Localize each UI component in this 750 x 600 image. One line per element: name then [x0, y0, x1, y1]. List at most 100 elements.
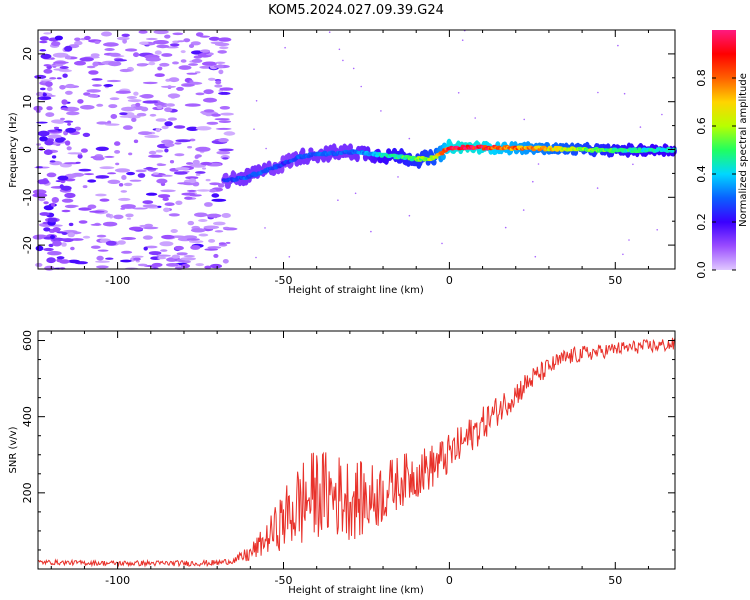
noise-speckle: [195, 154, 202, 158]
noise-speckle: [142, 200, 154, 205]
snr-axes: -100 -50 0 50 200 400 600: [21, 330, 675, 587]
noise-speckle: [114, 150, 121, 154]
noise-speckle: [181, 192, 196, 196]
noise-speckle: [108, 104, 118, 109]
noise-speckle: [154, 50, 162, 55]
noise-speckle: [457, 92, 460, 94]
noise-speckle: [65, 83, 75, 89]
noise-speckle: [160, 249, 168, 252]
x-tick-label: 0: [446, 274, 453, 287]
colorbar-gradient: [712, 30, 736, 270]
noise-speckle: [218, 37, 232, 42]
noise-speckle: [253, 128, 255, 130]
noise-speckle: [186, 189, 197, 192]
noise-speckle: [523, 118, 525, 121]
y-tick-label: 200: [21, 482, 34, 503]
noise-speckle: [136, 63, 148, 67]
noise-speckle: [175, 167, 190, 171]
noise-speckle: [195, 32, 204, 37]
noise-speckle: [408, 214, 411, 217]
noise-speckle: [213, 253, 219, 258]
y-tick-label: 0: [21, 146, 34, 153]
noise-speckle: [80, 148, 88, 153]
noise-speckle: [121, 106, 136, 112]
noise-speckle: [123, 182, 133, 187]
noise-speckle: [158, 194, 171, 199]
noise-speckle: [133, 91, 139, 96]
noise-speckle: [255, 100, 258, 102]
noise-speckle: [205, 178, 211, 182]
noise-speckle: [380, 110, 382, 112]
noise-speckle: [133, 139, 139, 144]
noise-speckle: [154, 101, 165, 107]
noise-speckle: [143, 167, 159, 170]
ridge-core: [630, 149, 635, 154]
noise-speckle: [51, 197, 59, 203]
noise-speckle: [45, 112, 55, 117]
noise-speckle: [47, 134, 62, 139]
noise-speckle: [153, 40, 169, 45]
noise-speckle: [188, 44, 195, 48]
noise-speckle: [145, 37, 158, 41]
noise-speckle: [161, 125, 169, 130]
noise-speckle: [211, 193, 220, 198]
noise-speckle: [155, 118, 167, 122]
noise-speckle: [397, 176, 399, 178]
ridge-core: [610, 150, 615, 154]
noise-speckle: [208, 36, 220, 41]
noise-speckle: [138, 30, 148, 34]
noise-speckle: [203, 109, 215, 113]
noise-speckle: [126, 96, 138, 99]
noise-speckle: [32, 189, 47, 195]
noise-speckle: [534, 255, 537, 258]
colorbar-tick-label: 0.4: [695, 165, 708, 183]
noise-speckle: [62, 238, 74, 243]
noise-speckle: [50, 57, 55, 60]
noise-speckle: [96, 234, 107, 238]
noise-speckle: [103, 42, 119, 47]
noise-speckle: [91, 78, 103, 81]
noise-speckle: [195, 146, 211, 152]
noise-speckle: [40, 53, 52, 60]
noise-speckle: [43, 201, 49, 205]
noise-speckle: [64, 204, 77, 209]
noise-speckle: [140, 106, 149, 112]
noise-speckle: [103, 84, 114, 87]
noise-speckle: [139, 94, 152, 98]
snr-y-label: SNR (v/v): [8, 426, 19, 473]
noise-speckle: [104, 48, 115, 51]
spectrogram-x-label: Height of straight line (km): [288, 285, 424, 296]
noise-speckle: [125, 213, 134, 218]
noise-speckle: [164, 148, 169, 153]
noise-speckle: [106, 79, 121, 83]
noise-speckle: [216, 64, 224, 69]
noise-speckle: [189, 163, 205, 167]
noise-speckle: [99, 198, 110, 202]
noise-speckle: [39, 40, 48, 44]
noise-speckle: [661, 113, 663, 116]
noise-speckle: [43, 149, 53, 155]
noise-speckle: [218, 242, 226, 245]
noise-speckle: [90, 245, 101, 249]
noise-speckle: [133, 52, 140, 58]
noise-speckle: [169, 43, 180, 47]
noise-speckle: [217, 50, 227, 54]
noise-speckle: [59, 259, 70, 264]
noise-speckle: [87, 179, 97, 183]
noise-speckle: [180, 257, 196, 261]
noise-speckle: [161, 53, 173, 57]
noise-speckle: [163, 207, 170, 213]
noise-speckle: [164, 121, 173, 127]
noise-speckle: [47, 217, 58, 223]
noise-speckle: [51, 237, 64, 242]
noise-speckle: [65, 127, 77, 133]
noise-speckle: [37, 130, 50, 137]
noise-speckle: [195, 263, 204, 267]
noise-speckle: [183, 255, 195, 258]
noise-speckle: [190, 41, 201, 46]
noise-speckle: [537, 163, 540, 165]
noise-speckle: [61, 99, 68, 105]
noise-speckle: [96, 121, 109, 125]
noise-speckle: [109, 52, 121, 57]
noise-speckle: [61, 198, 74, 203]
